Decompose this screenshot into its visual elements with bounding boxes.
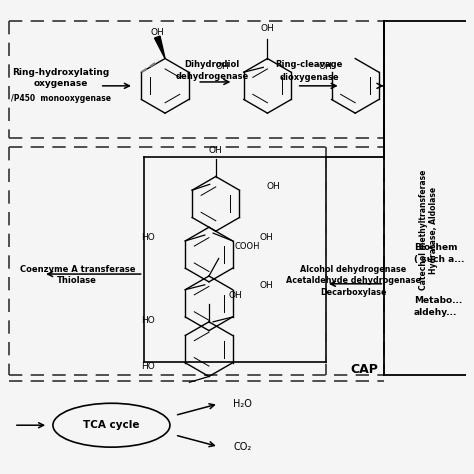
Text: OH: OH (260, 233, 273, 241)
Text: Coenzyme A transferase: Coenzyme A transferase (19, 264, 135, 273)
Text: Metabo...: Metabo... (414, 296, 462, 305)
Text: HO: HO (142, 316, 155, 325)
Text: OH: OH (150, 28, 164, 37)
Text: OH: OH (216, 62, 229, 71)
Text: CO₂: CO₂ (233, 442, 252, 452)
Text: H₂O: H₂O (233, 399, 252, 409)
Text: Ring-cleavage: Ring-cleavage (276, 60, 343, 69)
Text: dehydrogenase: dehydrogenase (175, 72, 248, 81)
Text: OH: OH (266, 182, 280, 191)
Polygon shape (155, 36, 165, 59)
Text: HO: HO (142, 234, 155, 243)
Text: TCA cycle: TCA cycle (83, 420, 140, 430)
Text: COOH: COOH (234, 242, 260, 251)
Text: oxygenase: oxygenase (34, 80, 88, 88)
Text: OH: OH (261, 24, 274, 33)
Text: CAP: CAP (350, 363, 378, 376)
Text: Alcohol dehydrogenase: Alcohol dehydrogenase (300, 264, 406, 273)
Text: aldehy...: aldehy... (414, 308, 457, 317)
Text: Dihydrodiol: Dihydrodiol (184, 60, 239, 69)
Text: OH: OH (260, 281, 273, 290)
Text: Catechol methyltransferase
Hydratase, Aldolase: Catechol methyltransferase Hydratase, Al… (419, 170, 438, 291)
Text: OH: OH (228, 292, 242, 301)
Text: /P450  monooxygenase: /P450 monooxygenase (11, 94, 111, 103)
Text: OH: OH (209, 146, 223, 155)
Text: OH: OH (318, 62, 332, 71)
Text: HO: HO (142, 362, 155, 371)
Text: ( such a...: ( such a... (414, 255, 464, 264)
Text: Thiolase: Thiolase (57, 276, 97, 285)
Text: Ring-hydroxylating: Ring-hydroxylating (12, 68, 109, 77)
Text: Acetaldehyde dehydrogenase: Acetaldehyde dehydrogenase (286, 276, 421, 285)
Text: Biochem: Biochem (414, 243, 457, 252)
Text: Decarboxylase: Decarboxylase (320, 288, 386, 297)
Text: dioxygenase: dioxygenase (280, 73, 339, 82)
